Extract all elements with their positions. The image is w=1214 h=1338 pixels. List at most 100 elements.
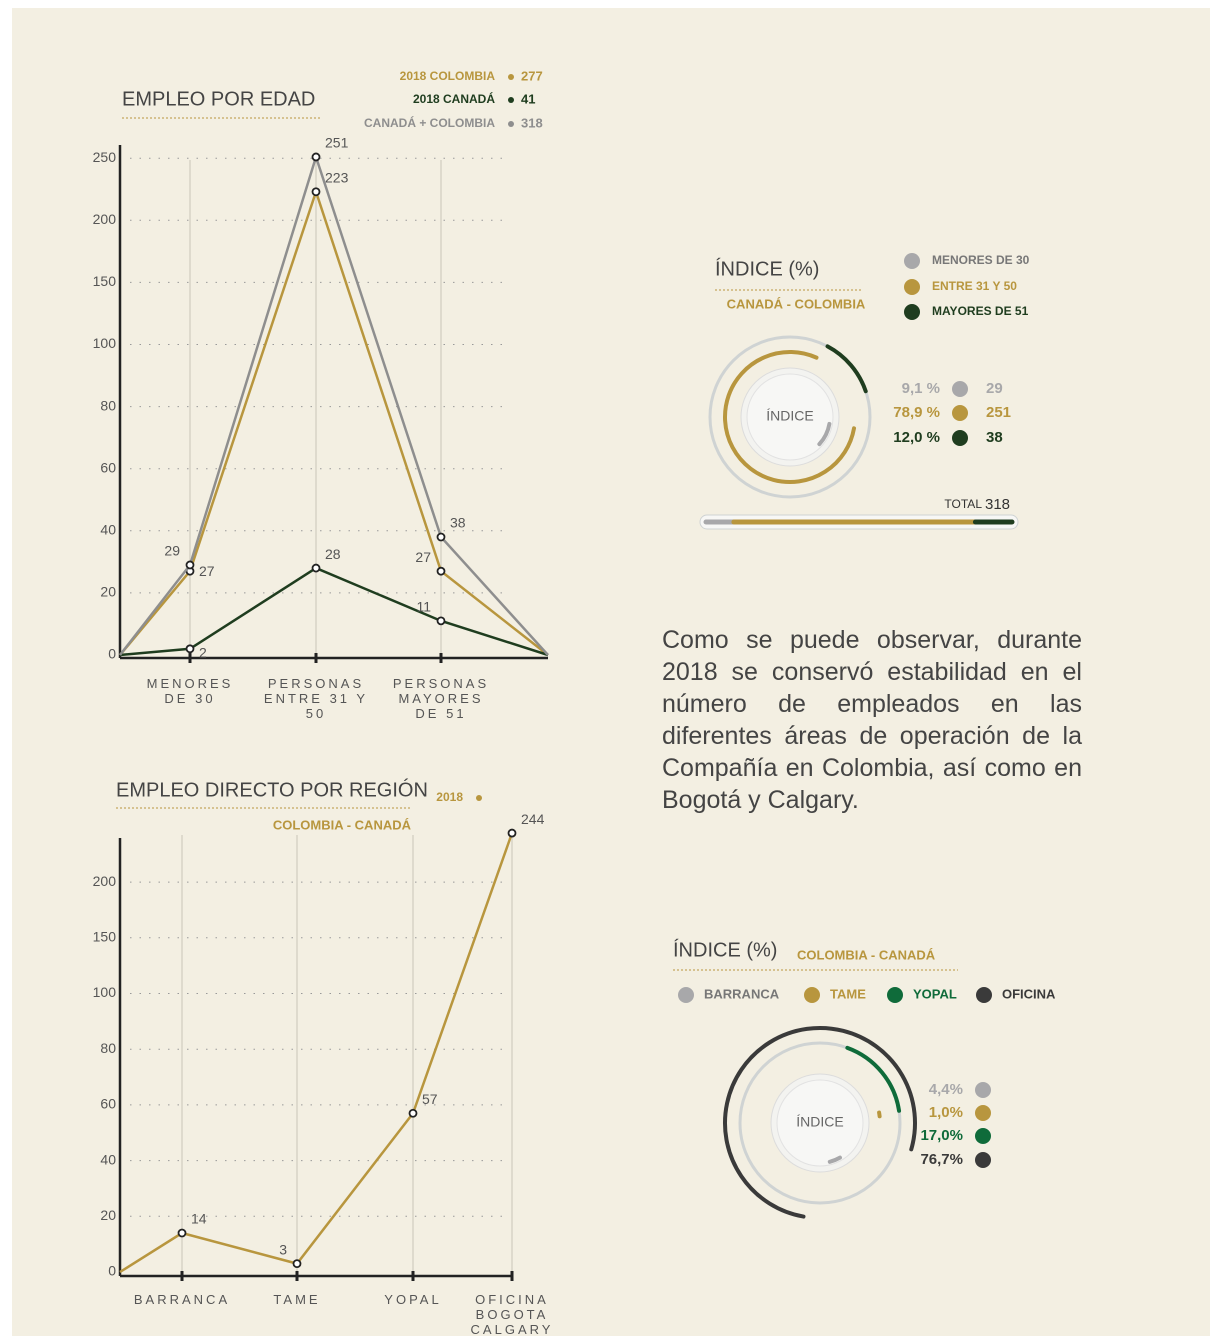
chart-title: ÍNDICE (%) xyxy=(673,938,777,961)
data-label: 244 xyxy=(521,811,545,827)
count-label: 29 xyxy=(986,380,1003,397)
center-label: ÍNDICE xyxy=(796,1114,843,1130)
data-point xyxy=(177,1228,187,1238)
y-tick-label: 200 xyxy=(93,873,117,889)
data-label: 2 xyxy=(199,644,207,660)
value-label: 12,0 % xyxy=(893,429,940,446)
ring-arc xyxy=(827,1155,842,1164)
data-point xyxy=(185,560,195,570)
x-tick-label: PERSONAS MAYORES DE 51 xyxy=(392,676,490,721)
ring-arc xyxy=(723,1026,917,1219)
data-point xyxy=(436,532,446,542)
x-tick-label: PERSONAS ENTRE 31 Y 50 xyxy=(263,676,369,721)
center-label: ÍNDICE xyxy=(766,408,813,424)
x-tick-label: BARRANCA xyxy=(133,1292,231,1307)
legend-label: 2018 COLOMBIA xyxy=(400,69,496,83)
y-tick-label: 40 xyxy=(100,1151,116,1167)
data-label: 14 xyxy=(191,1211,207,1227)
data-label: 11 xyxy=(416,599,431,615)
value-label: 76,7% xyxy=(920,1151,963,1168)
legend-label: MAYORES DE 51 xyxy=(932,304,1029,318)
data-label: 28 xyxy=(325,546,341,562)
y-tick-label: 100 xyxy=(93,984,117,1000)
data-point xyxy=(292,1259,302,1269)
y-tick-label: 80 xyxy=(100,397,116,413)
ring-arc xyxy=(817,421,832,447)
value-dot xyxy=(952,381,968,397)
y-tick-label: 200 xyxy=(93,211,117,227)
value-label: 1,0% xyxy=(929,1104,963,1121)
legend-dot xyxy=(904,304,920,320)
legend-label: YOPAL xyxy=(913,986,957,1001)
ring-bg xyxy=(708,335,872,499)
value-dot xyxy=(952,405,968,421)
center-disc xyxy=(776,1079,864,1167)
y-tick-label: 0 xyxy=(108,1263,116,1279)
data-label: 27 xyxy=(199,563,215,579)
data-point xyxy=(436,616,446,626)
data-label: 27 xyxy=(415,549,431,565)
x-tick-label: YOPAL xyxy=(384,1292,442,1307)
count-label: 251 xyxy=(986,404,1011,421)
value-dot xyxy=(975,1082,991,1098)
legend-total: 41 xyxy=(521,91,535,106)
y-tick-label: 60 xyxy=(100,1096,116,1112)
x-tick-label: TAME xyxy=(273,1292,321,1307)
x-tick-label: MENORES DE 30 xyxy=(146,676,234,706)
y-tick-label: 60 xyxy=(100,459,116,475)
legend-label: 2018 CANADÁ xyxy=(413,91,495,106)
legend-label: OFICINA xyxy=(1002,986,1056,1001)
legend-dot xyxy=(887,987,903,1003)
y-tick-label: 40 xyxy=(100,522,116,538)
value-label: 9,1 % xyxy=(902,380,940,397)
ring-arc xyxy=(845,1045,902,1113)
data-label: 57 xyxy=(422,1091,438,1107)
paragraph: Como se puede observar, durante 2018 se … xyxy=(662,626,1082,814)
subtitle: COLOMBIA - CANADÁ xyxy=(797,947,936,962)
legend-dot xyxy=(508,121,514,127)
data-label: 251 xyxy=(325,135,349,151)
y-tick-label: 250 xyxy=(93,149,117,165)
data-point xyxy=(311,152,321,162)
value-dot xyxy=(952,430,968,446)
ring-arc xyxy=(877,1110,882,1119)
ring-arc xyxy=(825,344,868,394)
count-label: 38 xyxy=(986,429,1003,446)
value-label: 17,0% xyxy=(920,1127,963,1144)
legend-dot xyxy=(508,97,514,103)
legend-label: MENORES DE 30 xyxy=(932,253,1030,267)
legend-total: 318 xyxy=(521,115,543,130)
subtitle: COLOMBIA - CANADÁ xyxy=(273,817,412,832)
data-point xyxy=(311,563,321,573)
legend-total: 277 xyxy=(521,68,543,83)
data-label: 38 xyxy=(450,515,466,531)
y-tick-label: 100 xyxy=(93,335,117,351)
value-dot xyxy=(975,1105,991,1121)
chart-title: ÍNDICE (%) xyxy=(715,257,819,280)
legend-dot xyxy=(904,253,920,269)
data-point xyxy=(408,1108,418,1118)
y-tick-label: 20 xyxy=(100,584,116,600)
total-value: 318 xyxy=(985,496,1010,513)
value-label: 4,4% xyxy=(929,1081,963,1098)
y-tick-label: 150 xyxy=(93,273,117,289)
data-point xyxy=(311,187,321,197)
data-point xyxy=(185,644,195,654)
value-dot xyxy=(975,1152,991,1168)
ring-bg xyxy=(738,1041,902,1205)
value-label: 78,9 % xyxy=(893,404,940,421)
background xyxy=(12,8,1210,1336)
data-point xyxy=(507,828,517,838)
value-dot xyxy=(975,1128,991,1144)
legend-label: TAME xyxy=(830,986,866,1001)
legend-label: 2018 xyxy=(436,790,463,804)
legend-dot xyxy=(904,279,920,295)
chart-title: EMPLEO DIRECTO POR REGIÓN xyxy=(116,778,428,801)
subtitle: CANADÁ - COLOMBIA xyxy=(727,296,866,311)
y-tick-label: 0 xyxy=(108,646,116,662)
data-label: 223 xyxy=(325,169,349,185)
legend-dot xyxy=(976,987,992,1003)
legend-dot xyxy=(804,987,820,1003)
